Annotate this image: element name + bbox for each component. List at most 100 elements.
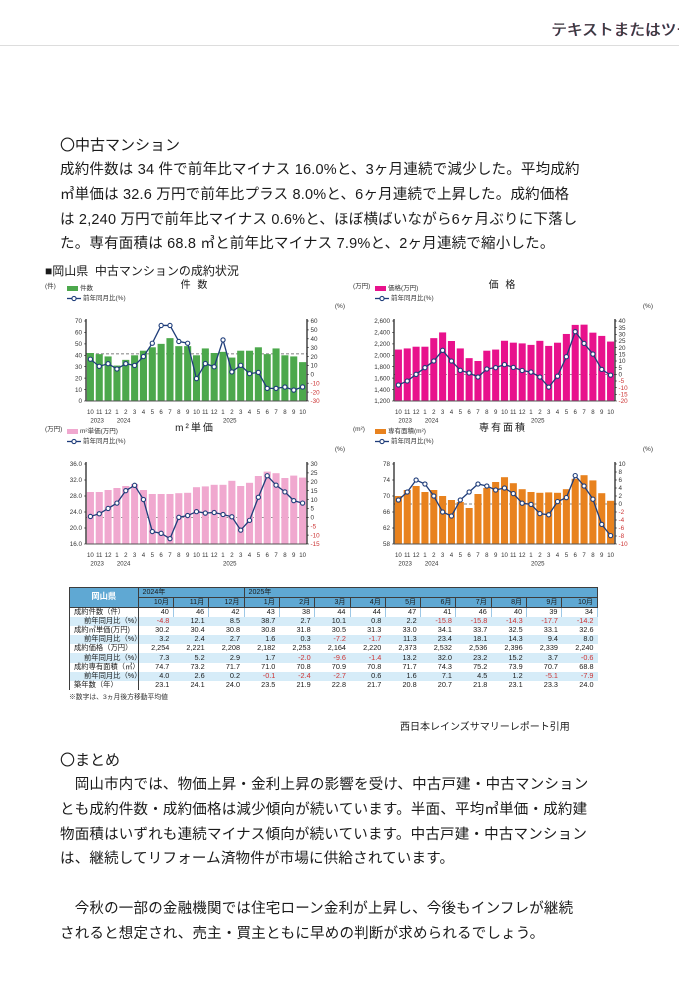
svg-text:2: 2 [432,409,436,416]
svg-text:35: 35 [619,325,627,332]
svg-text:2023: 2023 [90,418,104,425]
svg-text:10: 10 [311,497,319,504]
svg-text:2: 2 [230,552,234,559]
svg-text:16.0: 16.0 [70,541,83,548]
svg-text:-8: -8 [619,533,625,540]
svg-text:5: 5 [257,552,261,559]
svg-text:66: 66 [383,509,391,516]
svg-text:5: 5 [619,365,623,372]
svg-text:5: 5 [257,409,261,416]
svg-text:2025: 2025 [531,561,545,568]
svg-text:2: 2 [538,409,542,416]
svg-text:11: 11 [96,409,103,416]
svg-text:11: 11 [404,409,411,416]
svg-text:-5: -5 [311,523,317,530]
svg-text:-20: -20 [311,389,321,396]
svg-text:6: 6 [159,552,163,559]
svg-text:8: 8 [591,552,595,559]
svg-text:5: 5 [459,409,463,416]
svg-text:50: 50 [311,327,319,334]
svg-text:8: 8 [591,409,595,416]
svg-text:25: 25 [311,470,319,477]
svg-text:4: 4 [556,552,560,559]
svg-text:24.0: 24.0 [70,509,83,516]
svg-text:7: 7 [582,552,586,559]
svg-text:5: 5 [151,552,155,559]
svg-text:2025: 2025 [531,418,545,425]
svg-text:5: 5 [311,506,315,513]
svg-text:1,400: 1,400 [374,387,390,394]
svg-text:-5: -5 [619,378,625,385]
svg-text:0: 0 [78,398,82,405]
svg-text:20: 20 [311,479,319,486]
svg-text:60: 60 [75,330,83,337]
svg-text:2024: 2024 [425,418,439,425]
svg-text:10: 10 [87,409,94,416]
svg-text:2024: 2024 [425,561,439,568]
svg-text:8: 8 [485,409,489,416]
svg-text:12: 12 [105,552,112,559]
svg-text:6: 6 [619,477,623,484]
svg-text:7: 7 [274,552,278,559]
svg-text:10: 10 [193,409,200,416]
svg-text:-6: -6 [619,525,625,532]
svg-text:-10: -10 [311,380,321,387]
svg-text:1: 1 [529,552,533,559]
svg-text:10: 10 [193,552,200,559]
svg-text:20: 20 [75,375,83,382]
svg-text:3: 3 [133,409,137,416]
svg-text:-10: -10 [619,541,629,548]
svg-text:9: 9 [186,409,190,416]
svg-text:28.0: 28.0 [70,493,83,500]
svg-text:1,200: 1,200 [374,398,390,405]
svg-text:2023: 2023 [398,561,412,568]
svg-text:0: 0 [311,515,315,522]
svg-text:6: 6 [574,409,578,416]
svg-text:20: 20 [311,354,319,361]
svg-text:4: 4 [450,552,454,559]
svg-text:-15: -15 [311,541,321,548]
svg-text:7: 7 [582,409,586,416]
svg-text:2: 2 [619,493,623,500]
svg-text:5: 5 [565,409,569,416]
svg-text:12: 12 [519,552,526,559]
svg-text:8: 8 [485,552,489,559]
svg-text:-10: -10 [311,532,321,539]
svg-text:3: 3 [441,409,445,416]
svg-text:1: 1 [115,552,119,559]
svg-text:12: 12 [413,552,420,559]
svg-text:9: 9 [292,552,296,559]
svg-text:11: 11 [202,409,209,416]
svg-text:20: 20 [619,345,627,352]
svg-text:-2: -2 [619,509,625,516]
svg-text:5: 5 [565,552,569,559]
svg-text:12: 12 [413,409,420,416]
svg-text:1: 1 [115,409,119,416]
svg-text:3: 3 [547,552,551,559]
svg-text:4: 4 [248,409,252,416]
svg-text:2023: 2023 [90,561,104,568]
svg-text:12: 12 [519,409,526,416]
svg-text:9: 9 [600,409,604,416]
svg-text:4: 4 [556,409,560,416]
svg-text:10: 10 [395,552,402,559]
svg-text:1,800: 1,800 [374,364,390,371]
svg-text:6: 6 [467,409,471,416]
svg-text:6: 6 [159,409,163,416]
svg-text:2,000: 2,000 [374,353,390,360]
svg-text:7: 7 [476,552,480,559]
svg-text:4: 4 [619,485,623,492]
svg-text:5: 5 [459,552,463,559]
svg-text:2023: 2023 [398,418,412,425]
svg-text:2025: 2025 [223,418,237,425]
svg-text:11: 11 [96,552,103,559]
svg-text:9: 9 [600,552,604,559]
svg-text:74: 74 [383,477,391,484]
svg-text:30: 30 [75,364,83,371]
svg-text:10: 10 [607,552,614,559]
svg-text:2024: 2024 [117,561,131,568]
svg-text:10: 10 [607,409,614,416]
svg-text:32.0: 32.0 [70,477,83,484]
svg-text:9: 9 [494,552,498,559]
svg-text:15: 15 [619,352,627,359]
